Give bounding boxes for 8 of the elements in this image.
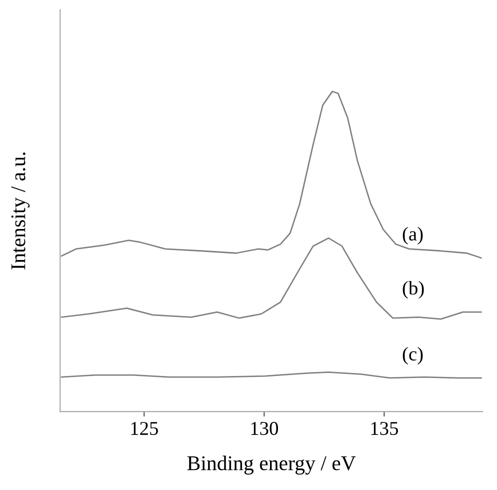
x-axis-title: Binding energy / eV: [187, 456, 356, 475]
x-tick-label: 130: [251, 422, 278, 436]
y-axis-title: Intensity / a.u.: [11, 152, 30, 270]
x-tick-label: 125: [131, 422, 158, 436]
series-label: (b): [402, 280, 424, 299]
x-tick-label: 135: [371, 422, 398, 436]
series-label: (a): [402, 226, 423, 245]
series-label: (c): [402, 346, 423, 365]
